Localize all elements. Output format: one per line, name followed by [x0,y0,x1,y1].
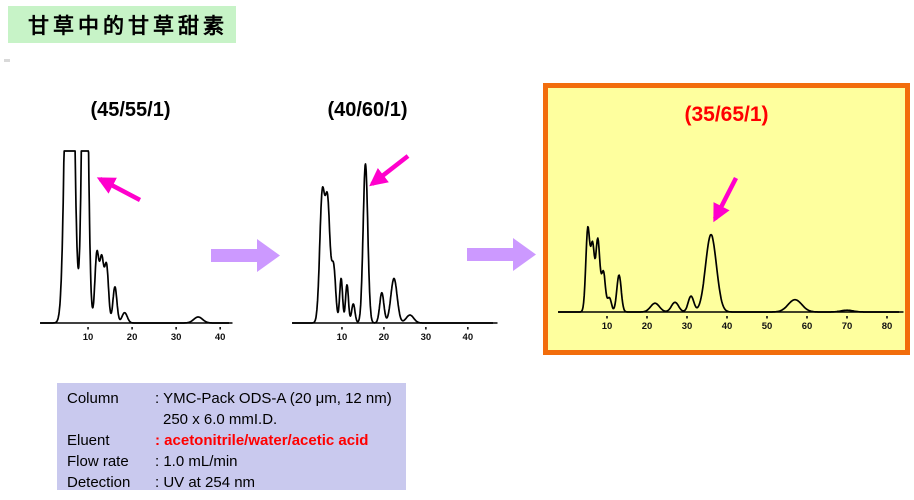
info-label: Column [67,390,119,407]
info-value-eluent: : acetonitrile/water/acetic acid [155,432,369,449]
svg-text:20: 20 [127,332,138,343]
info-label: Eluent [67,432,110,449]
svg-text:30: 30 [171,332,182,343]
svg-text:10: 10 [602,321,613,332]
info-value-line2: 250 x 6.0 mmI.D. [163,411,278,428]
highlight-box: (35/65/1) [543,83,910,355]
info-label: Detection [67,474,131,491]
chromatogram-1: 10 20 30 40 [40,150,233,343]
svg-text:20: 20 [642,321,653,332]
svg-text:30: 30 [682,321,693,332]
info-row-column: Column : YMC-Pack ODS-A (20 μm, 12 nm) 2… [67,388,400,430]
chromatogram-3: 10 20 30 40 50 60 70 80 [558,225,904,332]
info-row-detection: Detection : UV at 254 nm [67,472,400,493]
slide-title: 甘草中的甘草甜素 [8,6,236,43]
method-info-box: Column : YMC-Pack ODS-A (20 μm, 12 nm) 2… [57,383,406,493]
info-value: : 1.0 mL/min [155,453,238,470]
svg-text:50: 50 [762,321,773,332]
chart-2-title: (40/60/1) [327,99,408,121]
chromatogram-2: 10 20 30 40 [292,163,498,343]
info-value: : UV at 254 nm [155,474,256,491]
svg-text:40: 40 [463,332,474,343]
step-arrow-1-icon [211,239,280,272]
info-row-eluent: Eluent : acetonitrile/water/acetic acid [67,430,400,451]
info-value-line1: : YMC-Pack ODS-A (20 μm, 12 nm) [155,390,392,407]
info-label: Flow rate [67,453,129,470]
svg-text:30: 30 [421,332,432,343]
svg-text:10: 10 [83,332,94,343]
svg-text:70: 70 [842,321,853,332]
step-arrow-2-icon [467,238,536,271]
svg-text:20: 20 [379,332,390,343]
svg-text:40: 40 [722,321,733,332]
chart-1-title: (45/55/1) [90,99,171,121]
svg-text:10: 10 [337,332,348,343]
stray-artifact [4,59,10,62]
info-row-flow-rate: Flow rate : 1.0 mL/min [67,451,400,472]
svg-text:60: 60 [802,321,813,332]
info-value: : YMC-Pack ODS-A (20 μm, 12 nm) 250 x 6.… [155,388,400,430]
chart-3-title: (35/65/1) [684,103,769,126]
svg-text:40: 40 [215,332,226,343]
svg-text:80: 80 [882,321,893,332]
